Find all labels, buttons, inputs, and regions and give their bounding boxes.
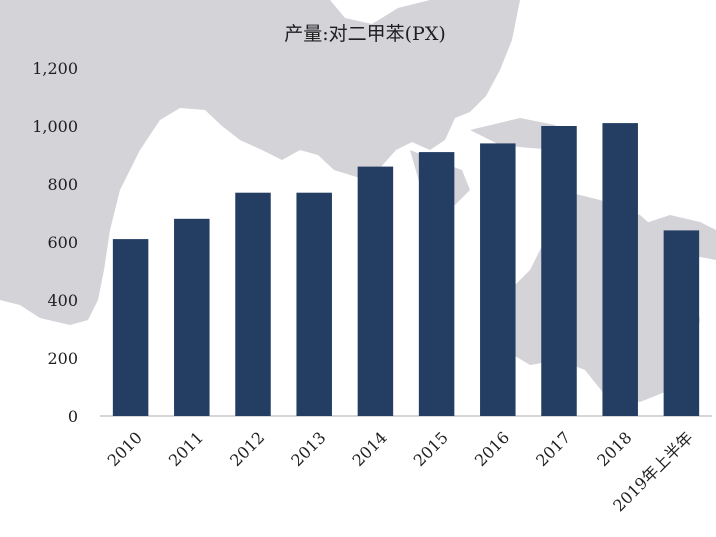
bar [480, 143, 516, 416]
bar [235, 192, 271, 416]
x-tick-label: 2014 [348, 428, 390, 470]
x-tick-label: 2013 [287, 428, 329, 470]
x-tick-label: 2011 [165, 428, 207, 470]
y-tick-label: 800 [47, 175, 78, 194]
bar [541, 126, 577, 416]
y-tick-label: 1,000 [32, 117, 78, 136]
x-tick-label: 2010 [104, 428, 146, 470]
y-tick-label: 400 [47, 291, 78, 310]
bar [112, 239, 149, 416]
x-tick-label: 2015 [410, 428, 452, 470]
bar [418, 152, 455, 416]
bar [296, 192, 332, 416]
y-axis: 0 200 400 600 800 1,000 1,200 [32, 59, 78, 426]
bar [602, 123, 638, 416]
bar [174, 218, 210, 416]
x-tick-label: 2016 [471, 428, 513, 470]
chart-title: 产量:对二甲苯(PX) [284, 23, 446, 45]
y-tick-label: 1,200 [32, 59, 78, 78]
bar [357, 166, 394, 416]
y-tick-label: 200 [47, 349, 78, 368]
x-tick-label: 2012 [226, 428, 268, 470]
bars-group [112, 123, 700, 416]
y-tick-label: 600 [47, 233, 78, 252]
x-tick-label: 2017 [532, 428, 574, 470]
bar [663, 230, 700, 416]
x-axis: 2010 2011 2012 2013 2014 2015 2016 2017 20182019… [104, 428, 697, 515]
x-tick-label: 2018 [593, 428, 635, 470]
y-tick-label: 0 [68, 407, 78, 426]
